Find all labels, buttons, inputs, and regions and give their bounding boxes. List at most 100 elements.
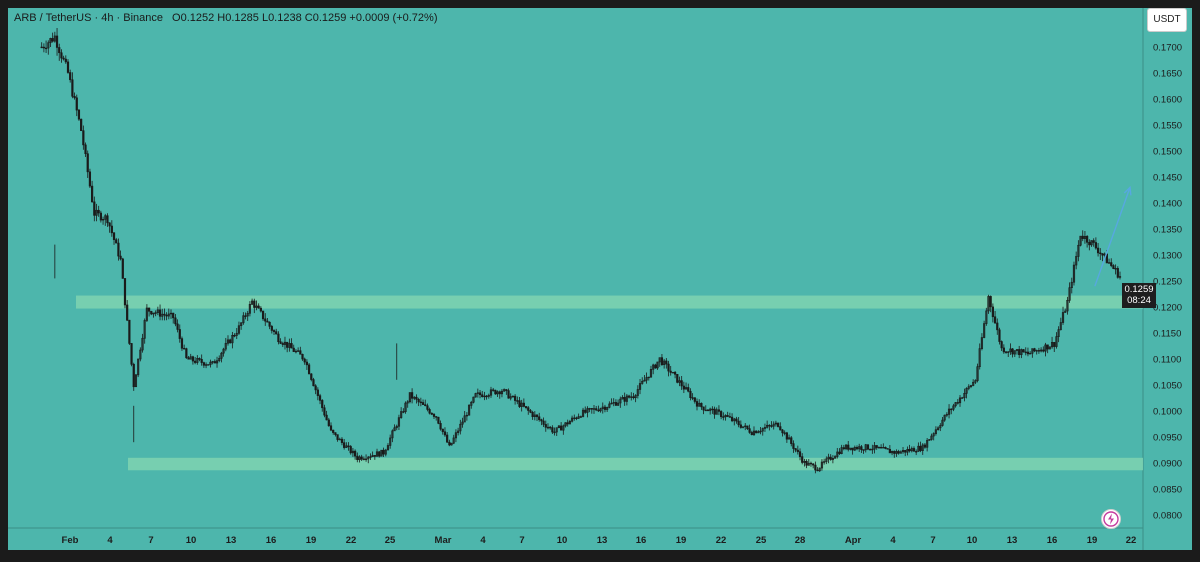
candle [156,309,159,313]
candle [844,444,848,450]
candle [64,58,67,63]
candle [419,401,422,404]
candle [588,408,591,410]
lightning-icon[interactable] [1101,509,1121,529]
plot-area[interactable] [8,8,1143,528]
candle [606,407,609,410]
candle [963,393,966,399]
candle [684,387,688,390]
candle [647,376,650,379]
x-tick-label: Apr [845,535,862,546]
candle [141,337,144,351]
price-scale[interactable] [1143,8,1192,528]
y-tick-label: 0.0850 [1153,485,1182,496]
candle [1031,348,1034,354]
candle [233,335,236,337]
candle [638,383,642,390]
candle [1110,262,1113,266]
candle [700,402,703,408]
candle [663,360,666,365]
currency-button[interactable]: USDT [1147,8,1187,32]
candle [1068,287,1071,301]
y-tick-label: 0.1700 [1153,43,1182,54]
candle [424,404,427,407]
x-tick-label: 19 [306,535,317,546]
candle [196,358,199,363]
candle [693,397,696,402]
x-tick-label: 7 [930,535,935,546]
candle [748,428,751,433]
candle [397,417,401,427]
candle [936,427,940,431]
candle [746,425,749,429]
x-tick-label: 22 [1126,535,1137,546]
candle [1116,268,1119,278]
projection-arrow[interactable] [1094,187,1131,287]
candle [649,369,653,378]
candle [1024,351,1027,354]
candle [213,361,216,364]
candle [884,446,887,449]
candle [875,445,878,448]
y-tick-label: 0.1650 [1153,69,1182,80]
candle [371,455,374,457]
y-tick-label: 0.1500 [1153,147,1182,158]
support-zone[interactable] [128,457,1143,471]
candle [194,360,197,363]
candle [985,310,988,324]
candle [465,414,468,417]
candle [62,57,65,60]
time-scale[interactable] [8,528,1192,550]
candle [972,381,975,386]
y-tick-label: 0.1000 [1153,407,1182,418]
candle [540,419,543,422]
candle [1044,344,1047,352]
candle [264,318,267,322]
candle [115,239,118,244]
candle [42,46,45,49]
candle [441,428,444,433]
candle [904,450,907,453]
candle [564,422,567,427]
candle [586,408,589,413]
candle [75,97,78,111]
candle [1040,349,1043,352]
candle [974,380,977,383]
candle [139,349,142,360]
candle [858,446,861,450]
candle [658,357,661,363]
candle [356,455,359,460]
candle [921,444,924,451]
candle [1046,344,1049,350]
projection-arrow-head [1123,185,1132,196]
candle [656,361,659,369]
x-tick-label: 22 [716,535,727,546]
candle [897,451,900,454]
candle [590,408,593,410]
y-tick-label: 0.1050 [1153,381,1182,392]
candle [553,431,556,434]
candle [759,430,762,433]
candle [741,426,745,428]
candle [744,425,747,428]
candle [349,446,352,454]
candle [1096,247,1100,254]
candle [1081,235,1084,239]
candle [733,418,736,422]
x-tick-label: 19 [676,535,687,546]
candle [143,320,146,339]
candle [711,408,714,411]
candle [266,320,269,323]
candle [801,456,804,463]
x-tick-label: 22 [346,535,357,546]
candle [435,416,438,418]
candle [91,185,94,203]
candle [625,395,628,402]
candle [803,461,806,463]
candle [463,415,466,423]
candle [345,445,348,448]
candle [794,448,797,451]
y-tick-label: 0.1350 [1153,225,1182,236]
resistance-zone[interactable] [76,295,1143,309]
